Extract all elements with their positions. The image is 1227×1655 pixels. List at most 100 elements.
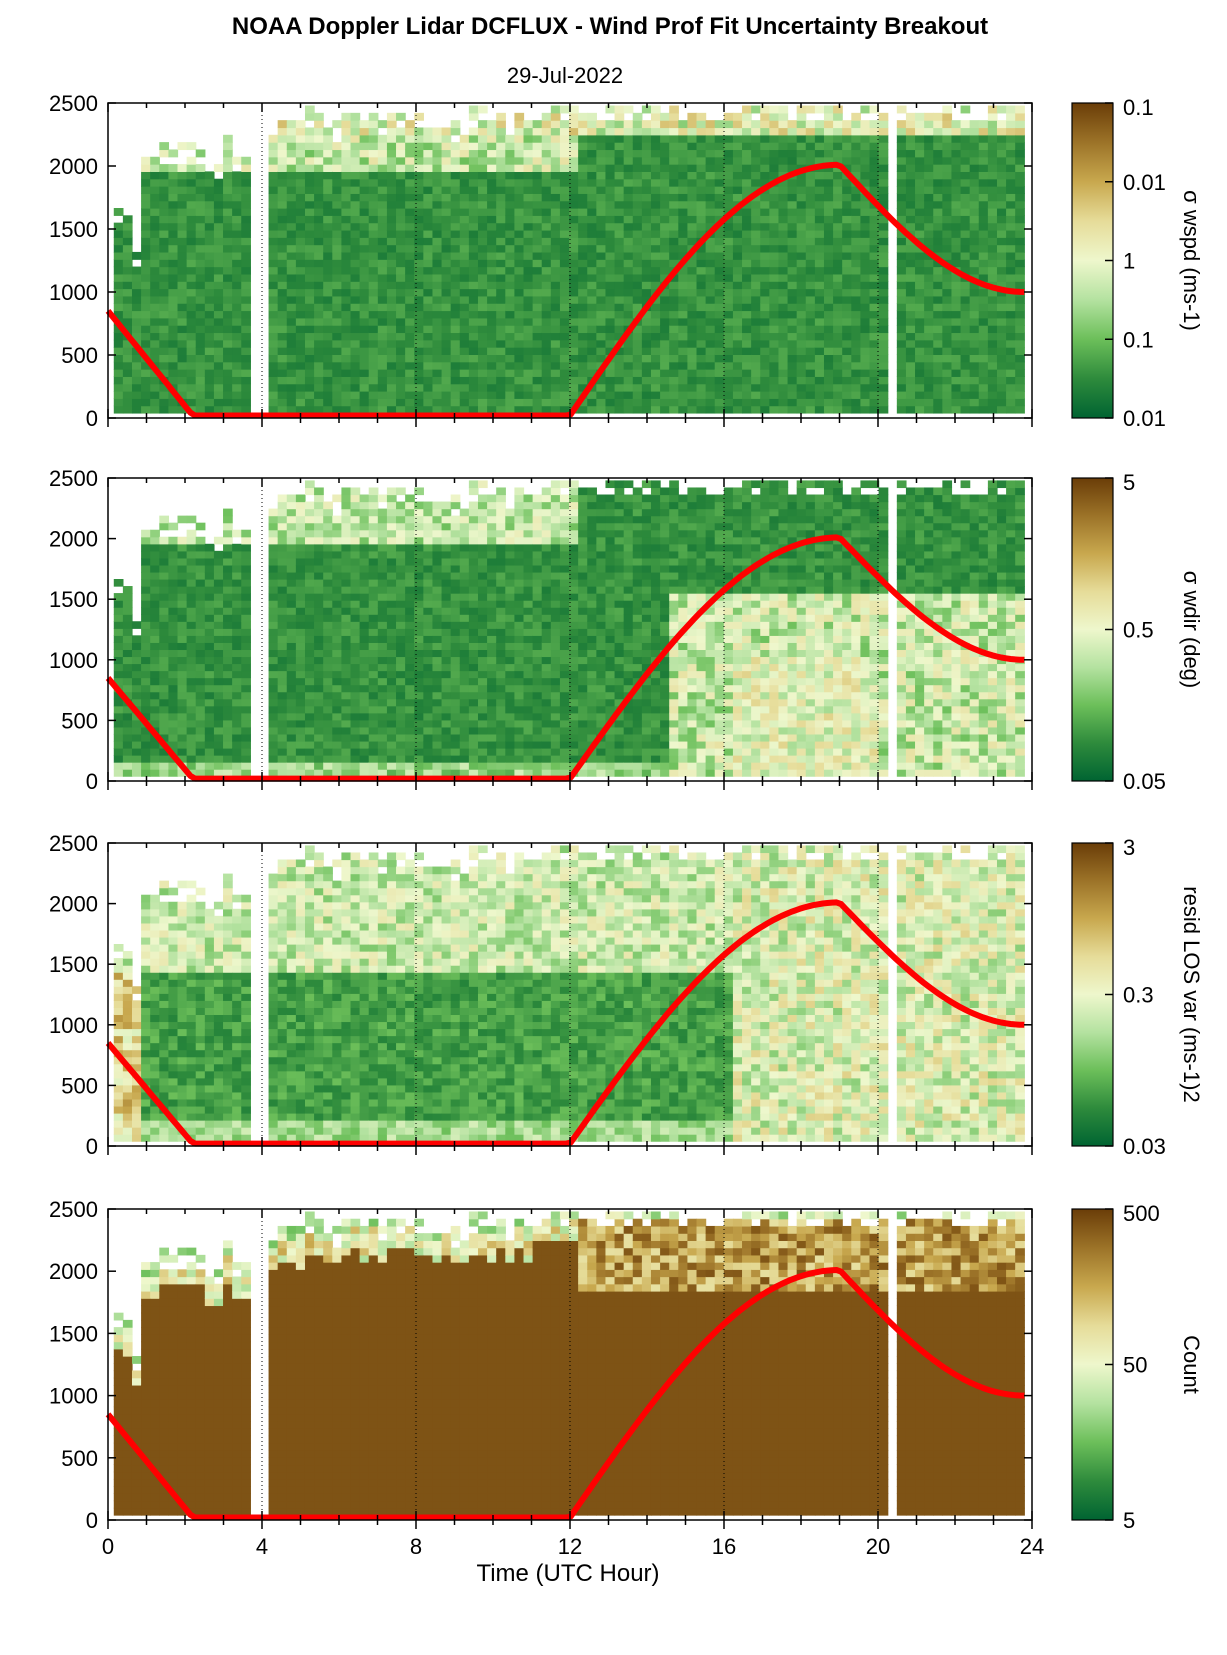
heatmap-cell <box>924 354 934 363</box>
heatmap-cell <box>204 656 215 665</box>
heatmap-cell <box>295 677 306 686</box>
heatmap-cell <box>441 266 452 275</box>
heatmap-cell <box>523 281 534 290</box>
heatmap-cell <box>632 354 643 363</box>
heatmap-cell <box>341 156 352 165</box>
heatmap-cell <box>742 325 752 334</box>
heatmap-cell <box>359 656 370 665</box>
heatmap-cell <box>350 156 361 165</box>
heatmap-cell <box>905 347 916 355</box>
heatmap-cell <box>1015 178 1025 187</box>
heatmap-cell <box>186 670 197 679</box>
heatmap-cell <box>532 149 543 158</box>
heatmap-cell <box>159 600 170 608</box>
heatmap-cell <box>386 244 397 253</box>
heatmap-cell <box>131 361 142 370</box>
heatmap-cell <box>323 733 333 742</box>
heatmap-cell <box>377 149 388 158</box>
heatmap-cell <box>468 237 479 246</box>
heatmap-cell <box>796 193 807 202</box>
heatmap-cell <box>669 376 679 385</box>
heatmap-cell <box>323 266 333 275</box>
heatmap-cell <box>796 215 807 224</box>
y-tick-label: 1500 <box>49 217 98 242</box>
heatmap-cell <box>751 325 761 334</box>
heatmap-cell <box>304 178 315 187</box>
heatmap-cell <box>241 288 251 297</box>
heatmap-cell <box>523 273 534 282</box>
heatmap-cell <box>122 621 133 629</box>
heatmap-cell <box>195 281 206 290</box>
heatmap-cell <box>359 164 370 172</box>
heatmap-cell <box>241 156 251 165</box>
heatmap-cell <box>869 134 880 143</box>
heatmap-cell <box>732 142 743 151</box>
heatmap-cell <box>323 222 333 231</box>
heatmap-cell <box>377 193 388 202</box>
heatmap-cell <box>304 670 315 679</box>
heatmap-cell <box>823 171 834 180</box>
heatmap-cell <box>350 149 361 158</box>
heatmap-cell <box>141 391 151 399</box>
heatmap-cell <box>323 607 333 615</box>
heatmap-cell <box>468 215 479 224</box>
heatmap-cell <box>742 332 752 341</box>
heatmap-cell <box>368 663 379 672</box>
heatmap-cell <box>559 120 570 129</box>
heatmap-cell <box>332 339 343 348</box>
heatmap-cell <box>660 127 670 136</box>
heatmap-cell <box>623 105 634 114</box>
heatmap-cell <box>805 200 816 209</box>
heatmap-cell <box>405 347 415 355</box>
heatmap-cell <box>1015 193 1025 202</box>
heatmap-cell <box>487 127 497 136</box>
heatmap-cell <box>204 303 215 312</box>
heatmap-cell <box>550 398 561 407</box>
heatmap-cell <box>532 134 543 143</box>
heatmap-cell <box>186 600 197 608</box>
heatmap-cell <box>969 208 980 216</box>
heatmap-cell <box>350 684 361 693</box>
heatmap-cell <box>842 164 852 172</box>
heatmap-cell <box>195 593 206 601</box>
heatmap-cell <box>304 310 315 319</box>
heatmap-cell <box>350 487 361 496</box>
heatmap-cell <box>650 156 661 165</box>
heatmap-cell <box>669 229 679 238</box>
heatmap-cell <box>823 383 834 392</box>
heatmap-cell <box>559 127 570 136</box>
colorbar-tick-label: 0.01 <box>1123 170 1166 195</box>
heatmap-cell <box>141 691 151 700</box>
heatmap-cell <box>660 354 670 363</box>
heatmap-cell <box>833 156 843 165</box>
heatmap-cell <box>496 186 506 194</box>
heatmap-cell <box>304 208 315 216</box>
heatmap-cell <box>614 266 625 275</box>
heatmap-cell <box>878 339 889 348</box>
heatmap-cell <box>204 186 215 194</box>
heatmap-cell <box>933 332 943 341</box>
heatmap-cell <box>204 740 215 749</box>
heatmap-cell <box>414 200 424 209</box>
heatmap-cell <box>823 200 834 209</box>
heatmap-cell <box>487 273 497 282</box>
heatmap-cell <box>150 607 160 615</box>
heatmap-cell <box>987 120 998 129</box>
heatmap-cell <box>323 719 333 728</box>
heatmap-cell <box>341 405 352 414</box>
heatmap-cell <box>641 134 652 143</box>
heatmap-cell <box>122 259 133 268</box>
heatmap-cell <box>778 251 789 260</box>
heatmap-cell <box>186 515 197 524</box>
heatmap-cell <box>195 200 206 209</box>
heatmap-cell <box>505 215 516 224</box>
heatmap-cell <box>122 347 133 355</box>
heatmap-cell <box>578 295 588 304</box>
heatmap-cell <box>687 303 698 312</box>
heatmap-cell <box>286 251 297 260</box>
heatmap-cell <box>377 663 388 672</box>
heatmap-cell <box>341 317 352 326</box>
heatmap-cell <box>915 156 925 165</box>
heatmap-cell <box>559 273 570 282</box>
heatmap-cell <box>277 740 288 749</box>
